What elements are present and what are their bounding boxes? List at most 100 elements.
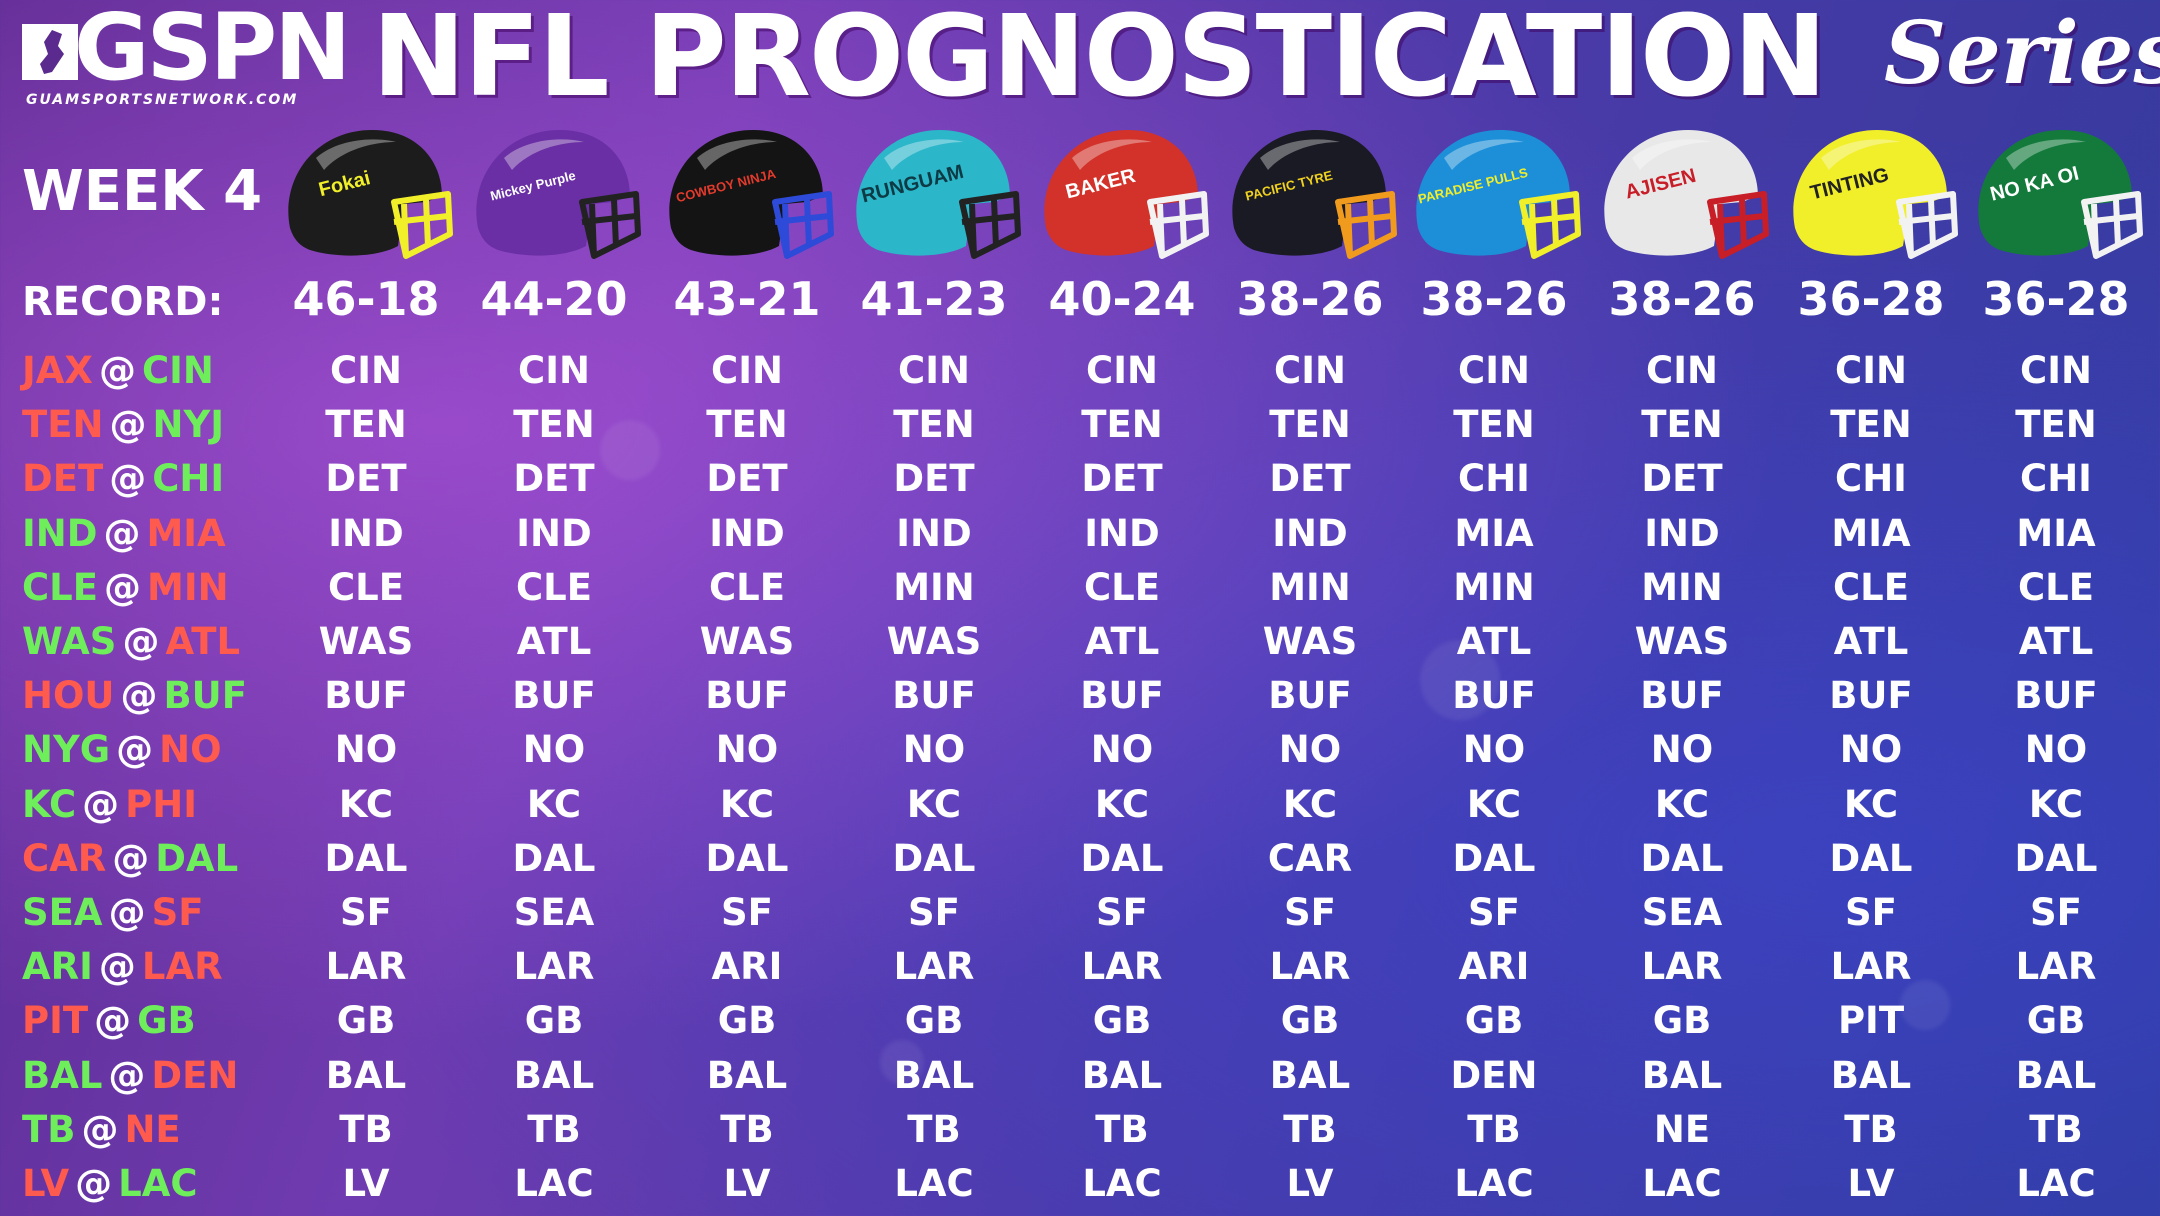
helmet-shell [1232,130,1386,256]
pick-cell: DET [893,457,975,500]
pick-cell: DAL [892,837,976,880]
pick-cell: CHI [1835,457,1907,500]
pick-cell: CIN [898,349,970,392]
pick-cell: BUF [705,674,789,717]
at-symbol: @ [94,999,132,1042]
matchup-label: WAS @ ATL [22,623,240,660]
facemask-bar [1157,203,1165,257]
pick-cell: TEN [2015,403,2097,446]
pick-cell: IND [709,512,785,555]
facemask-bar [401,203,409,257]
pick-cell: TB [339,1108,393,1151]
helmet-shell [1978,130,2132,256]
pick-cell: LAC [1642,1162,1722,1205]
facemask-bar [959,191,1021,259]
pick-cell: DET [706,457,788,500]
pick-cell: ARI [1458,945,1530,988]
pick-cell: IND [1644,512,1720,555]
pick-cell: BUF [2014,674,2098,717]
pick-cell: NO [1650,728,1714,771]
facemask-bar [1739,199,1747,247]
helmet-icon: Fokai [288,130,453,259]
matchup-label: TB @ NE [22,1111,181,1148]
facemask-bar [2091,203,2099,257]
background-bokeh [1420,640,1500,720]
home-team: NE [124,1108,181,1151]
away-team: ARI [22,945,93,988]
pick-cell: SF [908,891,960,934]
pick-cell: LAC [1454,1162,1534,1205]
picker-record: 41-23 [860,272,1008,326]
at-symbol: @ [120,674,158,717]
home-team: MIN [147,566,229,609]
pick-cell: DET [513,457,595,500]
pick-cell: BUF [1080,674,1164,717]
facemask-bar [1335,191,1397,259]
matchup-label: TEN @ NYJ [22,406,224,443]
facemask-bar [2113,199,2121,247]
pick-cell: DET [1081,457,1163,500]
helmet-shine [1821,139,1901,170]
matchup-label: NYG @ NO [22,731,222,768]
pick-cell: TEN [325,403,407,446]
pick-cell: LAR [2015,945,2097,988]
helmet-shell [1604,130,1758,256]
away-team: CAR [22,837,107,880]
at-symbol: @ [116,728,154,771]
facemask-bar [1928,199,1936,247]
picker-record: 38-26 [1420,272,1568,326]
pick-cell: ATL [1833,620,1909,663]
pick-cell: CIN [330,349,402,392]
pick-cell: CLE [327,566,404,609]
helmet-shell [856,130,1010,256]
picker-record: 46-18 [292,272,440,326]
helmet-shell [1416,130,1570,256]
pick-cell: LAR [1081,945,1163,988]
helmet-shine [1072,139,1152,170]
helmet-icon: BAKER [1044,130,1209,259]
pick-cell: TB [2029,1108,2083,1151]
home-team: DEN [151,1054,239,1097]
pick-cell: BAL [2015,1054,2097,1097]
away-team: TEN [22,403,104,446]
away-team: LV [22,1162,70,1205]
pick-cell: CIN [1086,349,1158,392]
pick-cell: BAL [325,1054,407,1097]
pick-cell: LAR [513,945,595,988]
at-symbol: @ [104,566,142,609]
pick-cell: LAR [325,945,407,988]
pick-cell: LAR [1641,945,1723,988]
pick-cell: CHI [2020,457,2092,500]
facemask [579,191,641,259]
pick-cell: BAL [706,1054,788,1097]
pick-cell: GB [1464,999,1524,1042]
pick-cell: KC [1094,783,1150,826]
facemask-bar [2081,191,2143,259]
away-team: JAX [22,349,93,392]
helmet-icon: AJISEN [1604,130,1769,259]
record-label: RECORD: [22,279,224,325]
pick-cell: CLE [708,566,785,609]
facemask-bar [991,199,999,247]
at-symbol: @ [103,512,141,555]
pick-cell: GB [904,999,964,1042]
pick-cell: CHI [1458,457,1530,500]
pick-cell: NO [522,728,586,771]
pick-cell: KC [2028,783,2084,826]
pick-cell: CIN [1274,349,1346,392]
picker-helmet-6: PACIFIC TYRE [1220,118,1400,278]
home-team: CHI [152,457,225,500]
background-bokeh [600,420,660,480]
pick-cell: ATL [2018,620,2094,663]
picker-record: 38-26 [1608,272,1756,326]
pick-cell: SEA [513,891,595,934]
pick-cell: CAR [1267,837,1353,880]
pick-cell: TB [527,1108,581,1151]
pick-cell: MIN [1269,566,1351,609]
pick-cell: KC [526,783,582,826]
pick-cell: CIN [2020,349,2092,392]
pick-cell: MIA [2016,512,2096,555]
pick-cell: TB [1467,1108,1521,1151]
matchup-label: IND @ MIA [22,515,226,552]
pick-cell: KC [338,783,394,826]
